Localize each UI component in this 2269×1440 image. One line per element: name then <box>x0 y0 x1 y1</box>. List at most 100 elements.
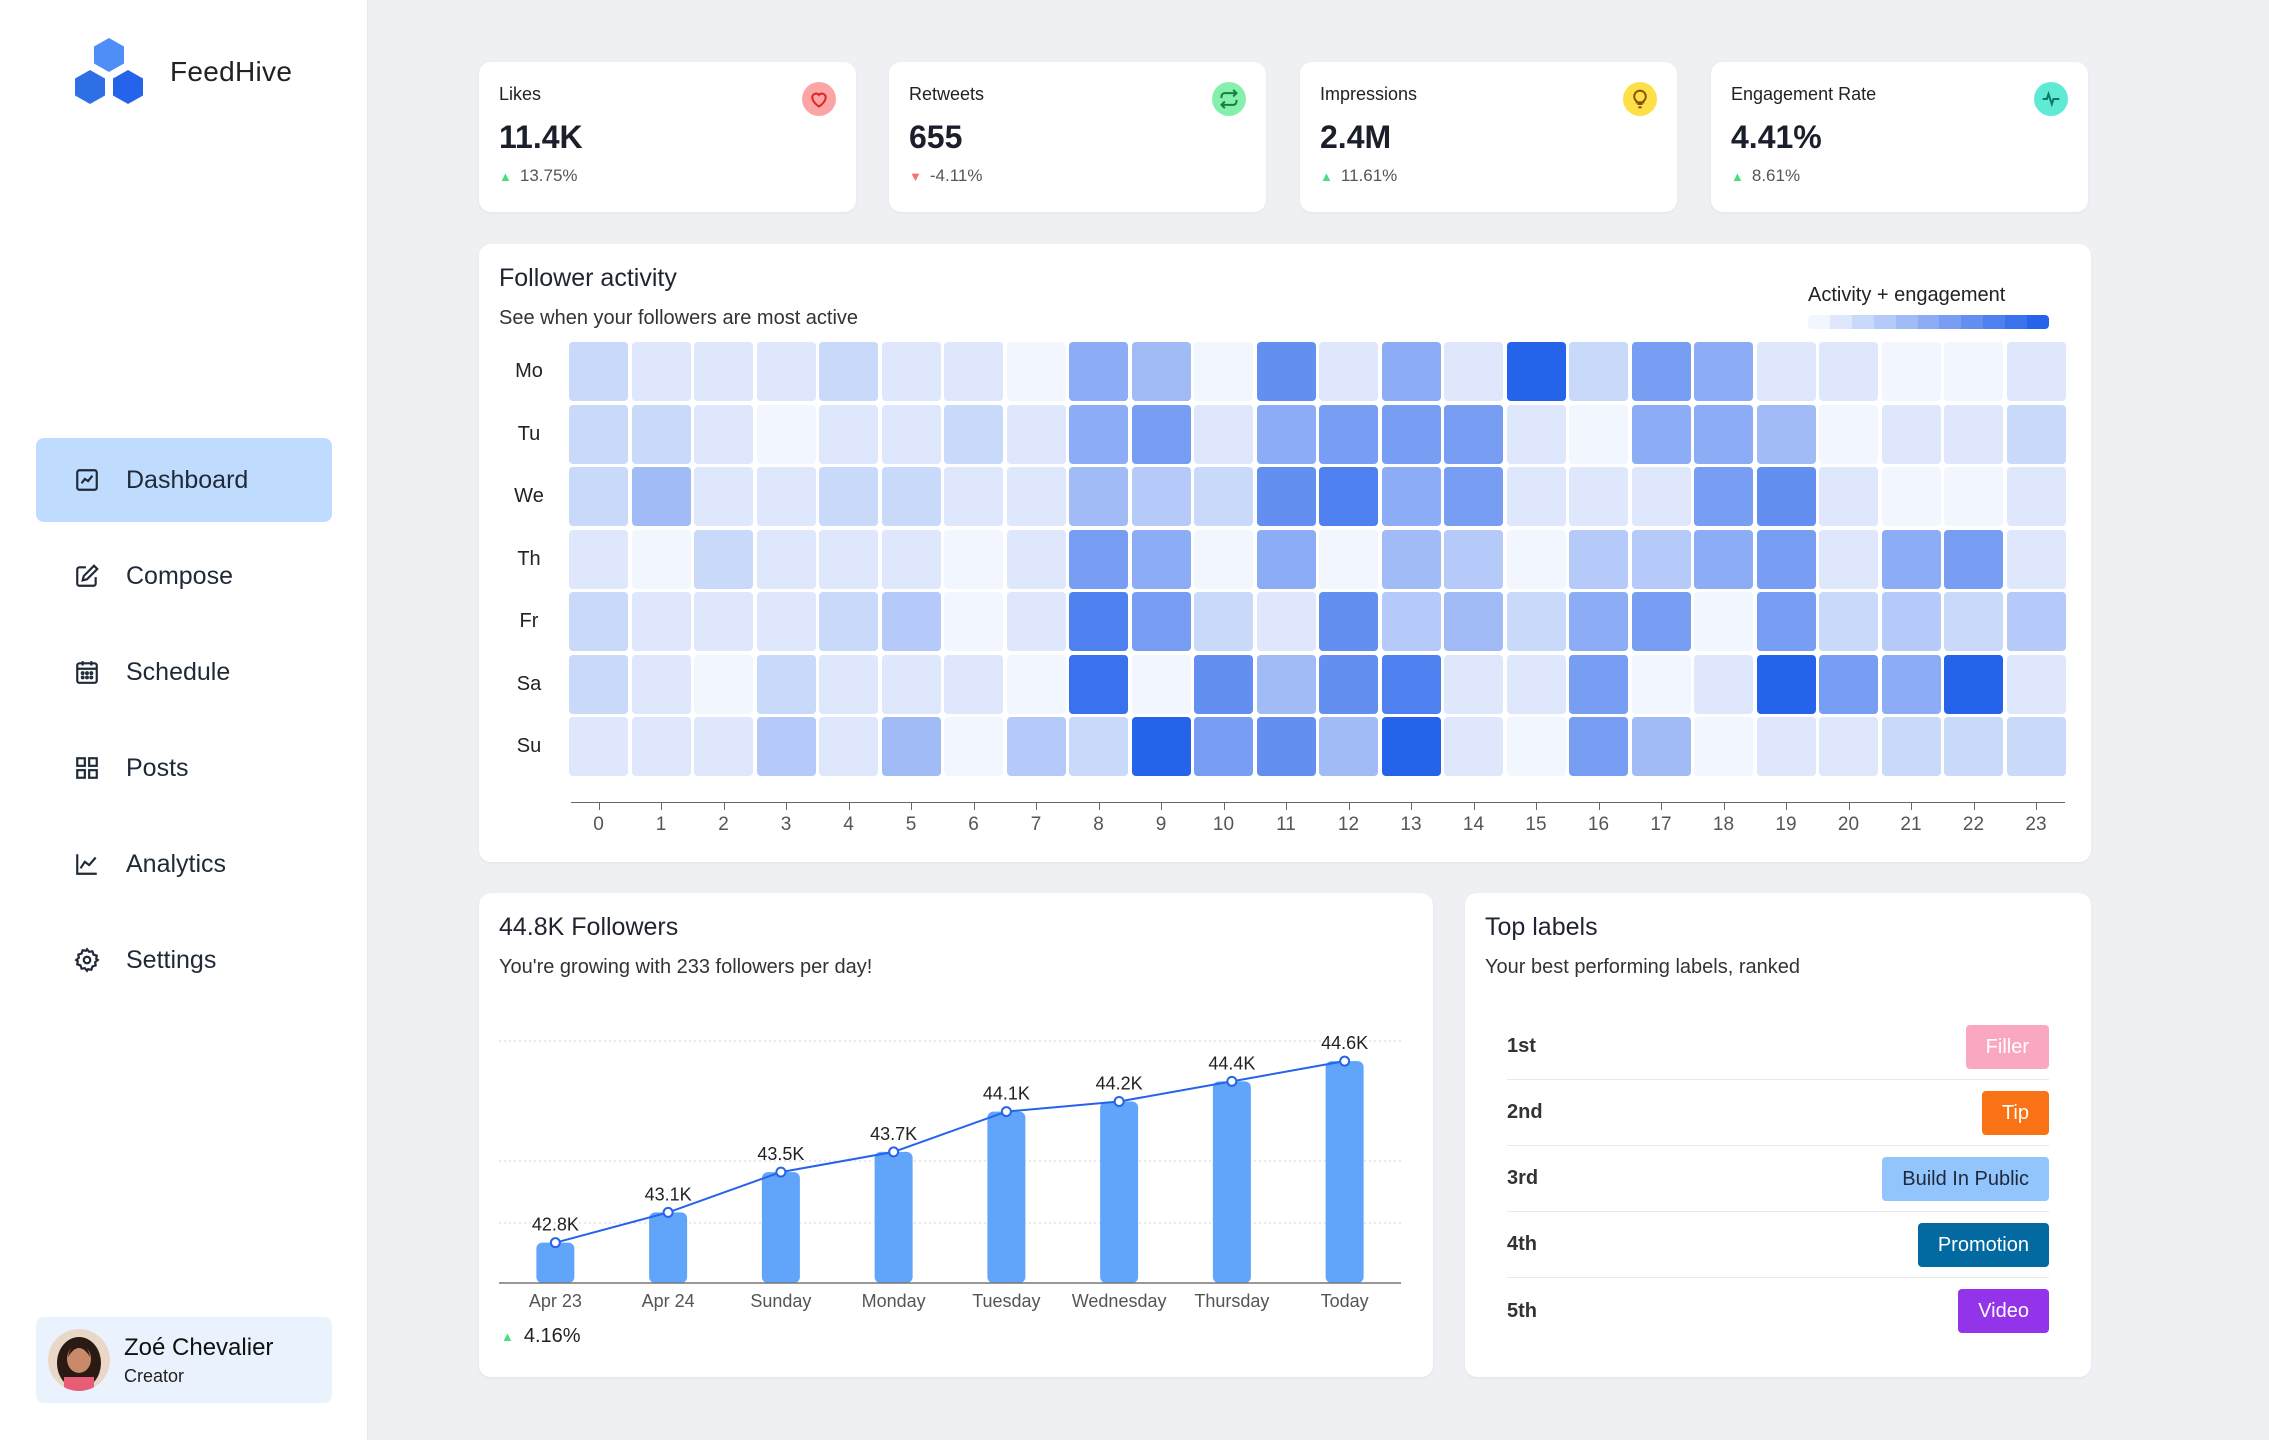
heatmap-cell[interactable] <box>1944 404 2003 464</box>
heatmap-cell[interactable] <box>1631 654 1691 714</box>
heatmap-cell[interactable] <box>819 467 878 526</box>
heatmap-cell[interactable] <box>819 342 878 401</box>
heatmap-cell[interactable] <box>1819 529 1878 589</box>
heatmap-cell[interactable] <box>1006 342 1066 401</box>
heatmap-cell[interactable] <box>1694 717 1753 776</box>
heatmap-cell[interactable] <box>819 592 878 651</box>
heatmap-cell[interactable] <box>1069 592 1128 651</box>
heatmap-cell[interactable] <box>1319 467 1378 526</box>
user-profile-card[interactable]: Zoé Chevalier Creator <box>36 1317 332 1403</box>
label-pill[interactable]: Filler <box>1965 1024 2049 1069</box>
heatmap-cell[interactable] <box>756 592 816 651</box>
heatmap-cell[interactable] <box>1881 404 1941 464</box>
heatmap-cell[interactable] <box>2006 404 2066 464</box>
heatmap-cell[interactable] <box>1444 342 1503 401</box>
heatmap-cell[interactable] <box>1881 529 1941 589</box>
heatmap-cell[interactable] <box>756 342 816 401</box>
heatmap-cell[interactable] <box>1069 404 1128 464</box>
heatmap-cell[interactable] <box>1444 404 1503 464</box>
heatmap-cell[interactable] <box>1631 529 1691 589</box>
heatmap-cell[interactable] <box>569 342 628 401</box>
sidebar-item-schedule[interactable]: Schedule <box>36 630 332 714</box>
heatmap-cell[interactable] <box>569 467 628 526</box>
heatmap-cell[interactable] <box>1131 592 1191 651</box>
heatmap-cell[interactable] <box>1194 717 1253 776</box>
heatmap-cell[interactable] <box>944 592 1003 651</box>
heatmap-cell[interactable] <box>944 404 1003 464</box>
heatmap-cell[interactable] <box>1819 467 1878 526</box>
heatmap-cell[interactable] <box>1756 592 1816 651</box>
heatmap-cell[interactable] <box>2006 717 2066 776</box>
heatmap-cell[interactable] <box>1319 529 1378 589</box>
heatmap-cell[interactable] <box>1131 467 1191 526</box>
heatmap-cell[interactable] <box>1944 654 2003 714</box>
heatmap-cell[interactable] <box>1506 529 1566 589</box>
heatmap-cell[interactable] <box>1944 529 2003 589</box>
heatmap-cell[interactable] <box>1131 404 1191 464</box>
heatmap-cell[interactable] <box>1256 467 1316 526</box>
heatmap-cell[interactable] <box>569 592 628 651</box>
heatmap-cell[interactable] <box>1194 467 1253 526</box>
heatmap-cell[interactable] <box>1194 342 1253 401</box>
heatmap-cell[interactable] <box>1256 342 1316 401</box>
heatmap-cell[interactable] <box>1506 467 1566 526</box>
heatmap-cell[interactable] <box>944 467 1003 526</box>
heatmap-cell[interactable] <box>1319 592 1378 651</box>
heatmap-cell[interactable] <box>694 529 753 589</box>
heatmap-cell[interactable] <box>694 342 753 401</box>
heatmap-cell[interactable] <box>694 467 753 526</box>
heatmap-cell[interactable] <box>569 654 628 714</box>
heatmap-cell[interactable] <box>1819 717 1878 776</box>
heatmap-cell[interactable] <box>1819 592 1878 651</box>
heatmap-cell[interactable] <box>1444 717 1503 776</box>
heatmap-cell[interactable] <box>1569 592 1628 651</box>
heatmap-cell[interactable] <box>944 654 1003 714</box>
heatmap-cell[interactable] <box>1631 342 1691 401</box>
heatmap-cell[interactable] <box>819 529 878 589</box>
label-pill[interactable]: Promotion <box>1917 1222 2049 1267</box>
heatmap-cell[interactable] <box>756 404 816 464</box>
heatmap-cell[interactable] <box>1944 592 2003 651</box>
heatmap-cell[interactable] <box>1381 529 1441 589</box>
heatmap-cell[interactable] <box>694 717 753 776</box>
heatmap-cell[interactable] <box>1319 342 1378 401</box>
heatmap-cell[interactable] <box>1256 654 1316 714</box>
heatmap-cell[interactable] <box>631 404 691 464</box>
heatmap-cell[interactable] <box>1506 342 1566 401</box>
heatmap-cell[interactable] <box>819 717 878 776</box>
heatmap-cell[interactable] <box>1756 654 1816 714</box>
heatmap-cell[interactable] <box>1256 717 1316 776</box>
heatmap-cell[interactable] <box>1006 717 1066 776</box>
heatmap-cell[interactable] <box>881 592 941 651</box>
heatmap-cell[interactable] <box>631 342 691 401</box>
heatmap-cell[interactable] <box>881 654 941 714</box>
heatmap-cell[interactable] <box>1944 342 2003 401</box>
heatmap-cell[interactable] <box>2006 342 2066 401</box>
heatmap-cell[interactable] <box>1381 467 1441 526</box>
heatmap-cell[interactable] <box>1756 717 1816 776</box>
heatmap-cell[interactable] <box>1381 592 1441 651</box>
heatmap-cell[interactable] <box>1631 404 1691 464</box>
heatmap-cell[interactable] <box>1131 717 1191 776</box>
heatmap-cell[interactable] <box>1506 654 1566 714</box>
heatmap-cell[interactable] <box>1694 654 1753 714</box>
heatmap-cell[interactable] <box>1319 404 1378 464</box>
heatmap-cell[interactable] <box>1131 529 1191 589</box>
heatmap-cell[interactable] <box>1944 467 2003 526</box>
heatmap-cell[interactable] <box>1756 529 1816 589</box>
heatmap-cell[interactable] <box>1069 717 1128 776</box>
heatmap-cell[interactable] <box>631 717 691 776</box>
heatmap-cell[interactable] <box>569 404 628 464</box>
heatmap-cell[interactable] <box>1694 592 1753 651</box>
heatmap-cell[interactable] <box>1381 654 1441 714</box>
heatmap-cell[interactable] <box>1069 342 1128 401</box>
heatmap-cell[interactable] <box>1756 467 1816 526</box>
heatmap-cell[interactable] <box>569 717 628 776</box>
heatmap-cell[interactable] <box>1444 592 1503 651</box>
heatmap-cell[interactable] <box>1569 467 1628 526</box>
heatmap-cell[interactable] <box>944 529 1003 589</box>
heatmap-cell[interactable] <box>694 592 753 651</box>
heatmap-cell[interactable] <box>1131 654 1191 714</box>
heatmap-cell[interactable] <box>1006 592 1066 651</box>
heatmap-cell[interactable] <box>1819 342 1878 401</box>
